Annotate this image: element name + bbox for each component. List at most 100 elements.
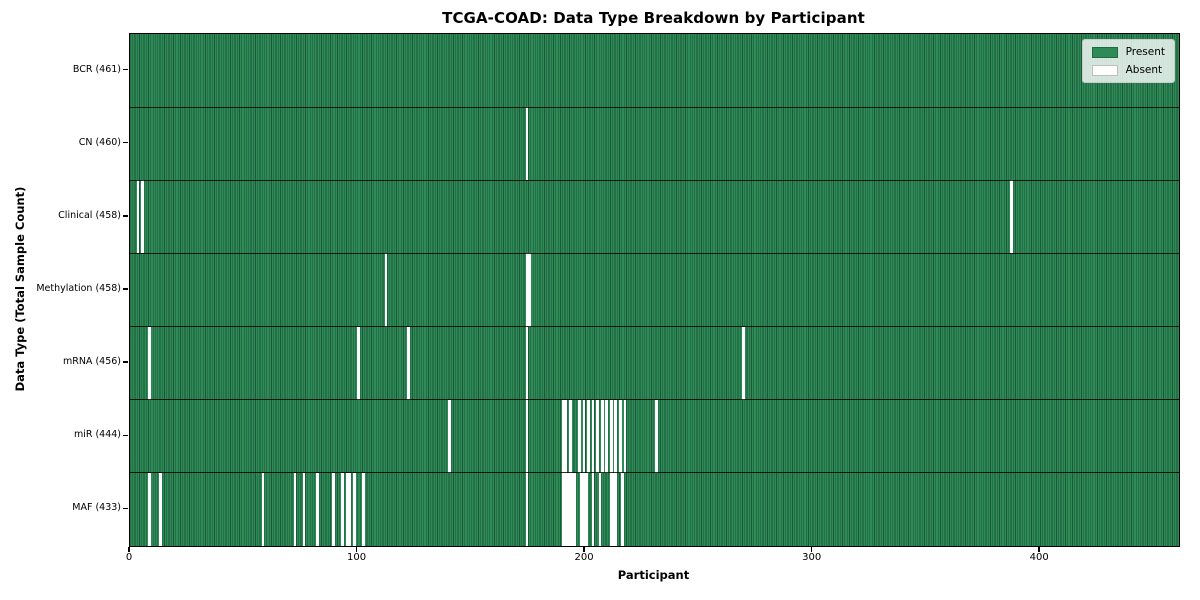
present-swatch — [1091, 46, 1118, 58]
absent-stripe — [525, 253, 529, 327]
absent-swatch — [1091, 64, 1118, 76]
absent-stripe — [580, 472, 584, 546]
y-tick-label: mRNA (456) — [62, 356, 121, 368]
absent-stripe — [596, 399, 599, 473]
y-tick-label: Methylation (458) — [36, 283, 121, 294]
row-separator — [130, 326, 1179, 328]
absent-stripe — [582, 472, 586, 546]
x-tick-mark — [583, 546, 585, 552]
y-tick-label: miR (444) — [73, 429, 121, 441]
absent-stripe — [147, 326, 151, 400]
absent-stripe — [332, 472, 336, 546]
absent-stripe — [562, 399, 565, 473]
row-separator — [130, 179, 1179, 181]
absent-stripe — [568, 472, 572, 546]
absent-stripe — [609, 399, 613, 473]
absent-stripe — [578, 399, 581, 473]
absent-stripe — [448, 399, 452, 473]
absent-stripe — [582, 399, 586, 473]
x-tick-mark — [355, 546, 358, 552]
x-tick-label: 200 — [574, 552, 594, 563]
absent-stripe — [655, 399, 659, 473]
y-tick-mark — [122, 215, 128, 217]
absent-stripe — [316, 472, 320, 546]
y-tick-label: BCR (461) — [72, 63, 121, 75]
absent-stripe — [573, 472, 577, 546]
chart-title: TCGA-COAD: Data Type Breakdown by Partic… — [442, 9, 865, 27]
absent-stripe — [527, 253, 531, 327]
absent-stripe — [141, 180, 144, 254]
data-row-bcr — [130, 34, 1179, 108]
absent-stripe — [609, 472, 613, 546]
x-tick-mark — [128, 546, 130, 552]
absent-stripe — [562, 472, 565, 546]
absent-stripe — [614, 472, 618, 546]
legend-item-absent: Absent — [1091, 64, 1165, 76]
absent-stripe — [525, 326, 529, 400]
absent-stripe — [525, 399, 529, 473]
y-tick-label: Clinical (458) — [58, 209, 121, 221]
data-row-clinical — [130, 180, 1179, 254]
data-row-mir — [130, 399, 1179, 473]
absent-stripe — [591, 399, 595, 473]
absent-stripe — [614, 399, 618, 473]
row-separator — [130, 106, 1179, 108]
x-tick-label: 0 — [125, 552, 133, 563]
absent-stripe — [357, 326, 361, 400]
absent-stripe — [571, 472, 574, 546]
plot-area: Present Absent — [129, 33, 1180, 547]
absent-stripe — [605, 399, 609, 473]
bars-layer — [130, 34, 1179, 546]
absent-stripe — [623, 399, 627, 473]
data-row-maf — [130, 472, 1179, 546]
absent-stripe — [612, 472, 615, 546]
row-separator — [130, 252, 1179, 254]
data-row-methylation — [130, 253, 1179, 327]
y-tick-label: CN (460) — [78, 136, 121, 148]
x-tick-mark — [1038, 546, 1040, 552]
absent-stripe — [525, 107, 529, 181]
absent-stripe — [566, 472, 570, 546]
absent-stripe — [341, 472, 345, 546]
absent-stripe — [345, 472, 349, 546]
absent-stripe — [352, 472, 356, 546]
absent-stripe — [587, 399, 590, 473]
absent-stripe — [621, 472, 625, 546]
legend-item-present: Present — [1091, 46, 1165, 58]
y-tick-mark — [122, 68, 128, 71]
y-tick-mark — [122, 507, 128, 510]
y-tick-mark — [122, 288, 128, 290]
absent-stripe — [147, 472, 151, 546]
absent-stripe — [564, 472, 568, 546]
row-separator — [130, 472, 1179, 474]
legend: Present Absent — [1081, 39, 1175, 83]
y-tick-mark — [122, 361, 128, 363]
x-axis-label: Participant — [617, 568, 690, 582]
absent-stripe — [564, 399, 568, 473]
absent-stripe — [741, 326, 745, 400]
absent-stripe — [525, 472, 529, 546]
absent-stripe — [1010, 180, 1014, 254]
absent-stripe — [261, 472, 265, 546]
row-separator — [130, 399, 1179, 401]
absent-stripe — [384, 253, 388, 327]
y-tick-mark — [122, 434, 128, 436]
legend-present-label: Present — [1125, 46, 1165, 58]
absent-stripe — [361, 472, 365, 546]
y-tick-mark — [122, 142, 128, 144]
absent-stripe — [584, 472, 588, 546]
data-row-cn — [130, 107, 1179, 181]
x-tick-mark — [810, 546, 813, 552]
absent-stripe — [600, 399, 604, 473]
y-tick-label: MAF (433) — [72, 502, 121, 514]
x-tick-label: 400 — [1029, 552, 1049, 563]
absent-stripe — [348, 472, 351, 546]
x-tick-label: 300 — [802, 552, 822, 563]
absent-stripe — [591, 472, 595, 546]
absent-stripe — [159, 472, 163, 546]
x-tick-label: 100 — [347, 552, 367, 563]
absent-stripe — [302, 472, 306, 546]
data-row-mrna — [130, 326, 1179, 400]
absent-stripe — [293, 472, 297, 546]
absent-stripe — [568, 399, 572, 473]
